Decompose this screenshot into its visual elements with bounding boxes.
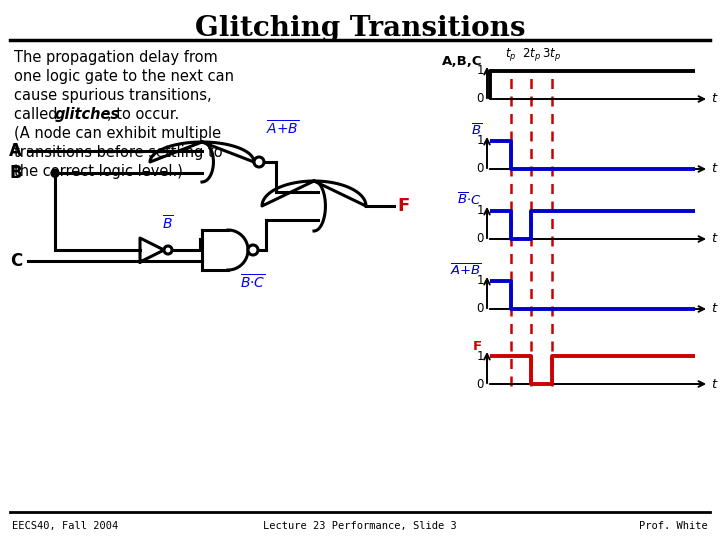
Text: 1: 1 [477, 274, 484, 287]
Text: $\overline{B}$: $\overline{B}$ [471, 123, 482, 138]
Text: 0: 0 [477, 92, 484, 105]
Text: $\overline{B}{\cdot}C$: $\overline{B}{\cdot}C$ [457, 192, 482, 208]
Text: , to occur.: , to occur. [107, 107, 179, 122]
Text: $t_p$: $t_p$ [505, 46, 516, 63]
Circle shape [51, 169, 59, 177]
Circle shape [254, 157, 264, 167]
Text: Lecture 23 Performance, Slide 3: Lecture 23 Performance, Slide 3 [263, 521, 457, 531]
Text: A: A [9, 142, 22, 160]
Polygon shape [262, 181, 366, 206]
Text: B: B [9, 164, 22, 182]
Circle shape [248, 245, 258, 255]
Text: $\overline{B}$: $\overline{B}$ [162, 215, 174, 233]
Text: The propagation delay from: The propagation delay from [14, 50, 217, 65]
Text: the correct logic level.): the correct logic level.) [14, 164, 183, 179]
Text: 0: 0 [477, 163, 484, 176]
Text: Prof. White: Prof. White [639, 521, 708, 531]
Text: called: called [14, 107, 62, 122]
Text: $\overline{A{+}B}$: $\overline{A{+}B}$ [266, 120, 300, 138]
Text: glitches: glitches [55, 107, 120, 122]
Polygon shape [140, 238, 164, 262]
Text: Glitching Transitions: Glitching Transitions [194, 15, 526, 42]
Text: 0: 0 [477, 302, 484, 315]
Text: 1: 1 [477, 205, 484, 218]
Text: $t$: $t$ [711, 163, 719, 176]
Text: cause spurious transitions,: cause spurious transitions, [14, 88, 212, 103]
Text: (A node can exhibit multiple: (A node can exhibit multiple [14, 126, 221, 141]
Text: 0: 0 [477, 233, 484, 246]
Text: F: F [397, 197, 409, 215]
Text: 0: 0 [477, 377, 484, 390]
Text: 1: 1 [477, 349, 484, 362]
Text: $2t_p$: $2t_p$ [521, 46, 541, 63]
Text: $\overline{B{\cdot}C}$: $\overline{B{\cdot}C}$ [240, 273, 266, 291]
Polygon shape [202, 230, 248, 270]
Polygon shape [150, 142, 254, 162]
Text: one logic gate to the next can: one logic gate to the next can [14, 69, 234, 84]
Text: transitions before settling to: transitions before settling to [14, 145, 222, 160]
Text: F: F [473, 340, 482, 353]
Text: 1: 1 [477, 134, 484, 147]
Text: $t$: $t$ [711, 377, 719, 390]
Text: EECS40, Fall 2004: EECS40, Fall 2004 [12, 521, 118, 531]
Text: $t$: $t$ [711, 302, 719, 315]
Text: A,B,C: A,B,C [441, 55, 482, 68]
Text: $\overline{A{+}B}$: $\overline{A{+}B}$ [450, 262, 482, 278]
Circle shape [164, 246, 172, 254]
Text: 1: 1 [477, 64, 484, 78]
Text: $t$: $t$ [711, 92, 719, 105]
Text: $3t_p$: $3t_p$ [542, 46, 561, 63]
Text: C: C [10, 252, 22, 270]
Text: $t$: $t$ [711, 233, 719, 246]
